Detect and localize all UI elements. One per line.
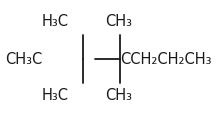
Text: H₃C: H₃C (42, 88, 69, 103)
Text: CCH₂CH₂CH₃: CCH₂CH₂CH₃ (120, 51, 211, 67)
Text: CH₃: CH₃ (105, 15, 132, 30)
Text: CH₃: CH₃ (105, 88, 132, 103)
Text: H₃C: H₃C (42, 15, 69, 30)
Text: CH₃C: CH₃C (5, 51, 42, 67)
